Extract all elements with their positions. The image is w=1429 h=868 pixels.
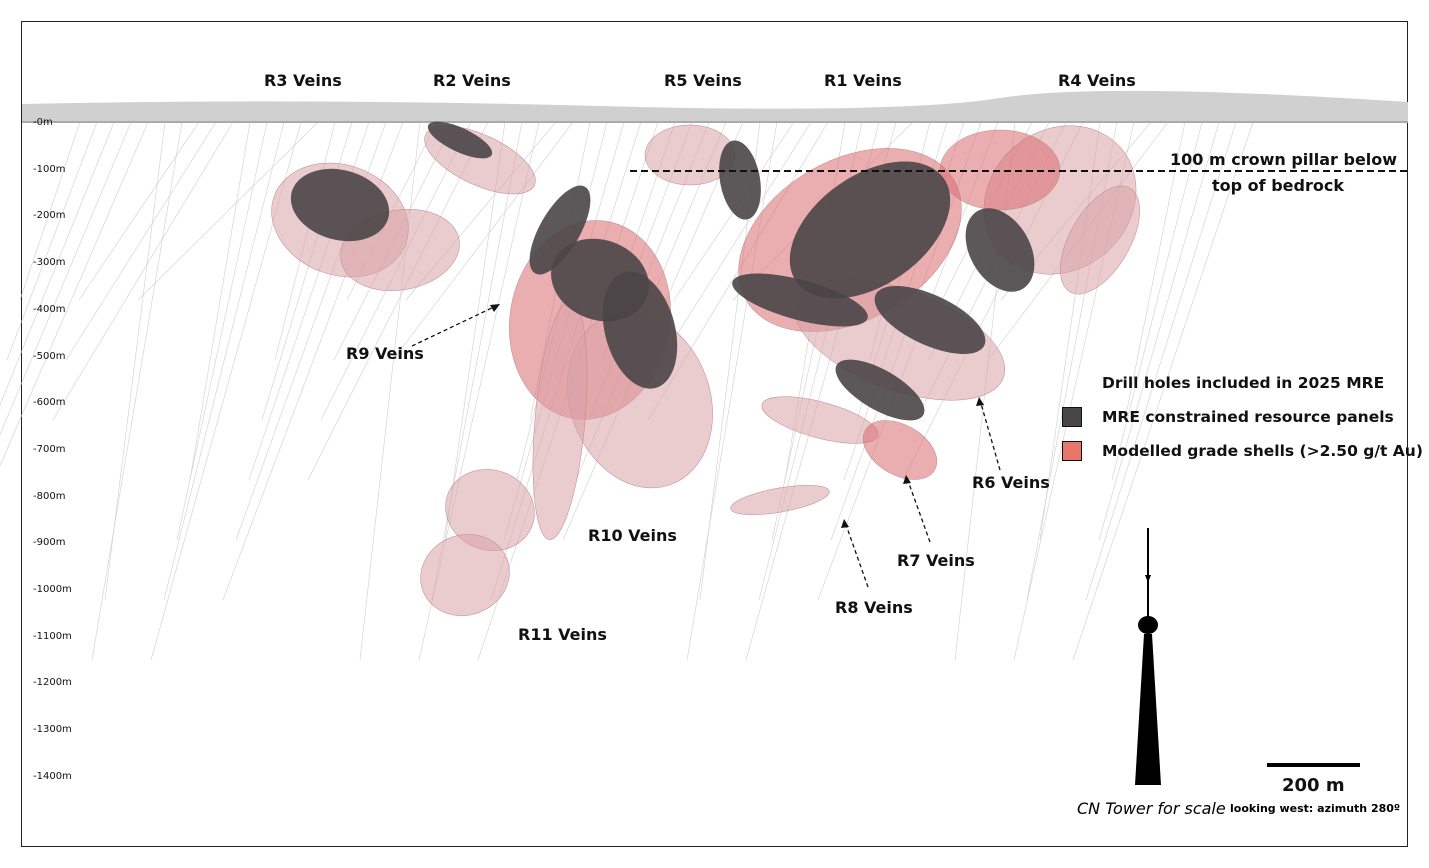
drill-hole — [392, 121, 574, 361]
legend-label: Drill holes included in 2025 MRE — [1102, 374, 1385, 392]
drill-hole — [1072, 121, 1254, 661]
arrow-heads — [490, 304, 984, 528]
drill-hole — [104, 121, 166, 601]
cn-tower-caption: CN Tower for scale — [1077, 799, 1226, 818]
resource-panel — [529, 185, 591, 275]
label-r3-veins: R3 Veins — [264, 71, 342, 90]
label-r7-veins: R7 Veins — [897, 551, 975, 570]
scale-bar-label: 200 m — [1282, 775, 1345, 796]
drill-hole — [137, 121, 319, 301]
drill-hole — [6, 121, 98, 361]
cn-tower-icon — [1135, 528, 1161, 785]
depth-label: -300m — [33, 257, 66, 269]
crown-pillar-label-2: top of bedrock — [1212, 176, 1344, 195]
legend-drill-holes: Drill holes included in 2025 MRE — [1062, 374, 1384, 392]
resource-panel — [290, 168, 390, 242]
drill-hole — [0, 121, 115, 406]
drill-hole — [0, 121, 132, 436]
drill-hole — [189, 121, 251, 481]
label-r8-veins: R8 Veins — [835, 598, 913, 617]
depth-label: -500m — [33, 350, 66, 362]
legend-grade-shells: Modelled grade shells (>2.50 g/t Au) — [1062, 441, 1423, 461]
legend-label: MRE constrained resource panels — [1102, 408, 1394, 426]
label-r5-veins: R5 Veins — [664, 71, 742, 90]
depth-label: -400m — [33, 303, 66, 315]
label-r6-veins: R6 Veins — [972, 473, 1050, 492]
shell-swatch — [1062, 441, 1082, 461]
resource-panel — [789, 161, 951, 299]
depth-label: -0m — [33, 117, 53, 128]
resource-panel — [874, 285, 986, 355]
resource-panel — [602, 271, 678, 389]
drill-hole — [52, 121, 234, 421]
label-r9-veins: R9 Veins — [346, 344, 424, 363]
topographic-surface — [22, 90, 1408, 122]
resource-panel — [965, 208, 1035, 292]
resource-panel — [427, 121, 493, 159]
depth-label: -200m — [33, 210, 66, 222]
drill-hole — [1111, 121, 1203, 481]
depth-label: -800m — [33, 490, 66, 502]
drill-hole — [78, 121, 200, 301]
crown-pillar-label-1: 100 m crown pillar below — [1170, 150, 1398, 169]
grade-shell — [420, 534, 510, 616]
drill-hole — [431, 121, 523, 601]
label-r1-veins: R1 Veins — [824, 71, 902, 90]
depth-label: -100m — [33, 163, 66, 175]
depth-label: -600m — [33, 397, 66, 409]
depth-label: -900m — [33, 537, 66, 549]
drill-hole — [660, 121, 812, 361]
depth-label: -1200m — [33, 677, 72, 689]
resource-panel — [719, 140, 761, 220]
depth-label: -700m — [33, 443, 66, 455]
legend-resource-panels: MRE constrained resource panels — [1062, 407, 1394, 427]
depth-label: -1100m — [33, 630, 72, 642]
drill-hole — [65, 121, 217, 361]
label-r2-veins: R2 Veins — [433, 71, 511, 90]
drill-hole — [0, 121, 149, 467]
drill-hole — [1085, 121, 1237, 601]
depth-label: -1300m — [33, 724, 72, 736]
grade-shell — [730, 485, 830, 515]
drill-hole — [1098, 121, 1220, 541]
drill-hole — [91, 121, 183, 661]
resource-panels — [290, 121, 1035, 421]
drill-hole — [176, 121, 268, 541]
label-r4-veins: R4 Veins — [1058, 71, 1136, 90]
resource-panel — [835, 359, 925, 421]
drill-hole — [163, 121, 285, 601]
drill-hole — [19, 121, 81, 301]
drill-hole — [307, 121, 489, 481]
figure-frame — [21, 21, 1408, 847]
grade-shell — [862, 420, 938, 480]
panel-swatch — [1062, 407, 1082, 427]
depth-label: -1000m — [33, 584, 72, 595]
label-r11-veins: R11 Veins — [518, 625, 607, 644]
legend-label: Modelled grade shells (>2.50 g/t Au) — [1102, 442, 1423, 460]
grade-shell — [1060, 185, 1140, 295]
leader-arrows — [411, 305, 1001, 588]
label-r10-veins: R10 Veins — [588, 526, 677, 545]
depth-label: -1400m — [33, 770, 72, 782]
resource-panel — [732, 273, 868, 327]
view-note: looking west: azimuth 280º — [1230, 802, 1401, 815]
